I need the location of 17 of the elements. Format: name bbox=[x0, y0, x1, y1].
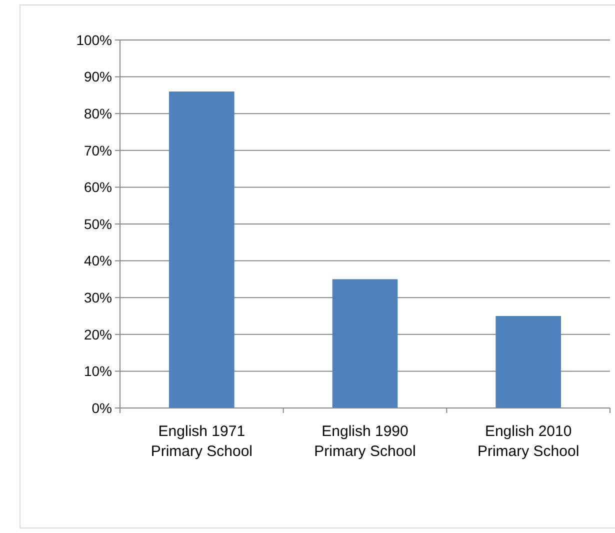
y-tick-label: 20% bbox=[84, 326, 112, 342]
bar bbox=[332, 279, 398, 408]
y-tick-label: 90% bbox=[84, 68, 112, 85]
x-tick-label: English 1971 Primary School bbox=[150, 423, 253, 460]
y-tick-label: 100% bbox=[76, 32, 112, 48]
y-tick-label: 40% bbox=[84, 252, 112, 269]
bar bbox=[169, 92, 234, 408]
x-tick-label: English 1990 Primary School bbox=[314, 423, 416, 460]
y-tick-label: 80% bbox=[84, 106, 112, 122]
y-tick-label: 0% bbox=[92, 400, 112, 416]
bar bbox=[496, 316, 561, 408]
x-tick-label: English 2010 Primary School bbox=[477, 423, 580, 460]
y-tick-label: 60% bbox=[84, 179, 112, 196]
y-tick-label: 30% bbox=[84, 290, 112, 306]
y-tick-label: 70% bbox=[84, 142, 112, 158]
y-tick-label: 50% bbox=[84, 216, 112, 232]
y-tick-label: 10% bbox=[84, 363, 112, 380]
